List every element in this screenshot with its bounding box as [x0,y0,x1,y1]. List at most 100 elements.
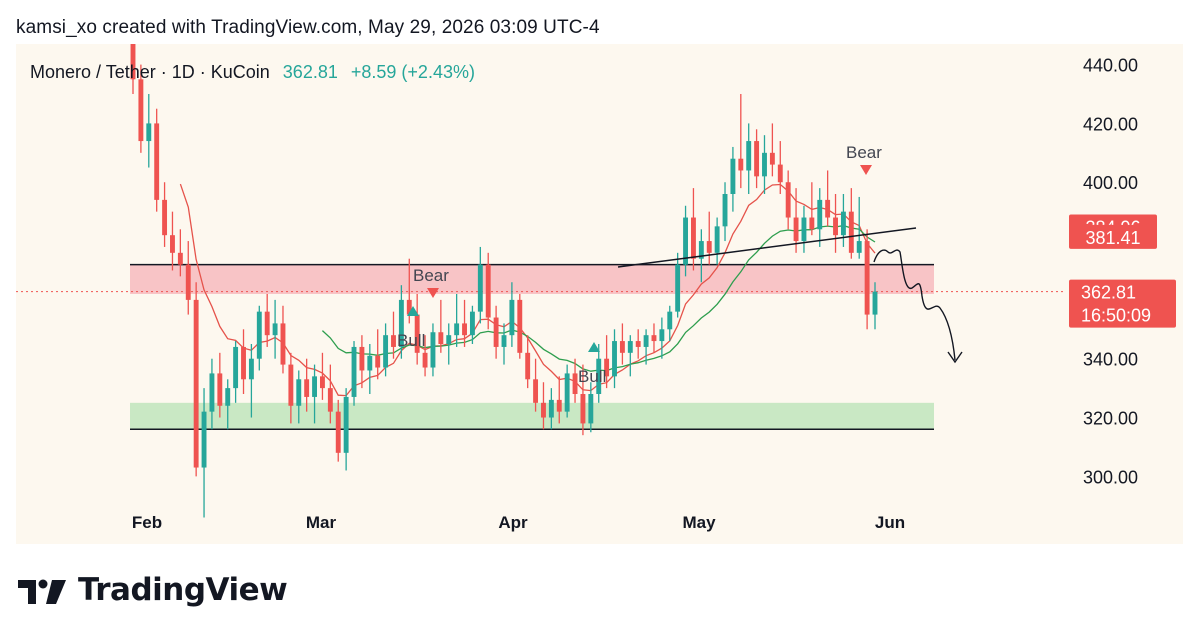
y-tick-label: 420.00 [1083,114,1138,134]
signal-label: Bull [397,331,425,350]
candle[interactable] [446,323,452,365]
candle[interactable] [627,335,633,377]
candle[interactable] [501,323,507,365]
candle[interactable] [604,335,610,389]
candle[interactable] [548,388,554,430]
candle[interactable] [825,170,831,227]
candle[interactable] [714,217,720,265]
candle[interactable] [414,294,420,365]
candle-body [769,152,775,165]
candle[interactable] [225,379,231,430]
candle[interactable] [556,376,562,424]
candle[interactable] [659,317,665,359]
candle[interactable] [327,364,333,424]
candle[interactable] [864,229,870,330]
candle[interactable] [809,182,815,236]
candle[interactable] [272,299,278,359]
candle[interactable] [351,341,357,406]
candle[interactable] [683,205,689,277]
candle[interactable] [462,299,467,347]
candle[interactable] [248,344,254,418]
candle[interactable] [675,252,681,318]
candle[interactable] [367,344,373,394]
candle[interactable] [588,382,594,433]
candle-body [627,341,633,353]
candle[interactable] [754,129,760,189]
candle[interactable] [872,282,878,330]
candle[interactable] [217,352,223,418]
candle[interactable] [256,305,262,371]
candle[interactable] [722,182,728,242]
candle[interactable] [596,344,602,403]
candle[interactable] [817,188,823,247]
candle[interactable] [525,335,531,389]
candle[interactable] [485,252,491,330]
candle[interactable] [541,382,546,430]
candle[interactable] [398,285,404,359]
candle[interactable] [635,329,641,359]
candle[interactable] [241,329,246,394]
candle[interactable] [564,364,570,418]
candle[interactable] [793,188,799,253]
candle[interactable] [130,44,136,94]
candle[interactable] [477,246,483,324]
candle[interactable] [769,123,775,177]
candle[interactable] [170,211,175,271]
candle[interactable] [833,194,838,253]
candle[interactable] [509,282,515,347]
candle[interactable] [304,358,310,412]
candle[interactable] [785,170,791,230]
candle-body [848,211,854,253]
candle[interactable] [343,388,349,471]
candle[interactable] [177,229,183,277]
candle[interactable] [848,188,854,259]
candle[interactable] [438,299,444,353]
candle[interactable] [533,358,539,412]
candle[interactable] [209,358,215,430]
candle[interactable] [154,108,160,212]
candle[interactable] [651,323,657,353]
candle[interactable] [319,352,325,400]
candle[interactable] [391,311,396,359]
candle[interactable] [762,135,767,194]
candle[interactable] [185,241,191,315]
candle[interactable] [422,335,428,377]
candle[interactable] [138,64,144,153]
candle[interactable] [233,341,239,403]
candle[interactable] [667,305,673,342]
candles[interactable] [130,44,878,518]
candle[interactable] [312,364,318,424]
candle[interactable] [643,329,649,365]
candle[interactable] [201,388,207,518]
candle[interactable] [264,294,270,347]
candle-body [690,217,696,259]
candle-body [430,332,436,368]
candle[interactable] [738,94,744,189]
candle[interactable] [280,305,286,374]
candle-body [533,379,539,403]
candle[interactable] [746,123,752,194]
candle[interactable] [612,329,617,389]
candle[interactable] [146,94,152,168]
candle[interactable] [580,364,586,436]
candle[interactable] [162,182,168,247]
candle[interactable] [375,329,381,380]
candle[interactable] [777,141,783,194]
candle[interactable] [493,305,499,359]
candle[interactable] [619,323,625,365]
candle[interactable] [288,352,294,424]
candle[interactable] [193,282,199,477]
candle[interactable] [572,358,578,403]
candle[interactable] [383,323,389,377]
candle[interactable] [801,205,807,253]
candle[interactable] [335,399,341,462]
candle[interactable] [730,146,736,212]
candle[interactable] [469,305,475,344]
candle[interactable] [296,370,302,424]
candle[interactable] [517,294,523,359]
candle[interactable] [359,335,365,389]
candle[interactable] [430,323,436,377]
candle[interactable] [856,196,862,259]
candle[interactable] [454,294,460,347]
